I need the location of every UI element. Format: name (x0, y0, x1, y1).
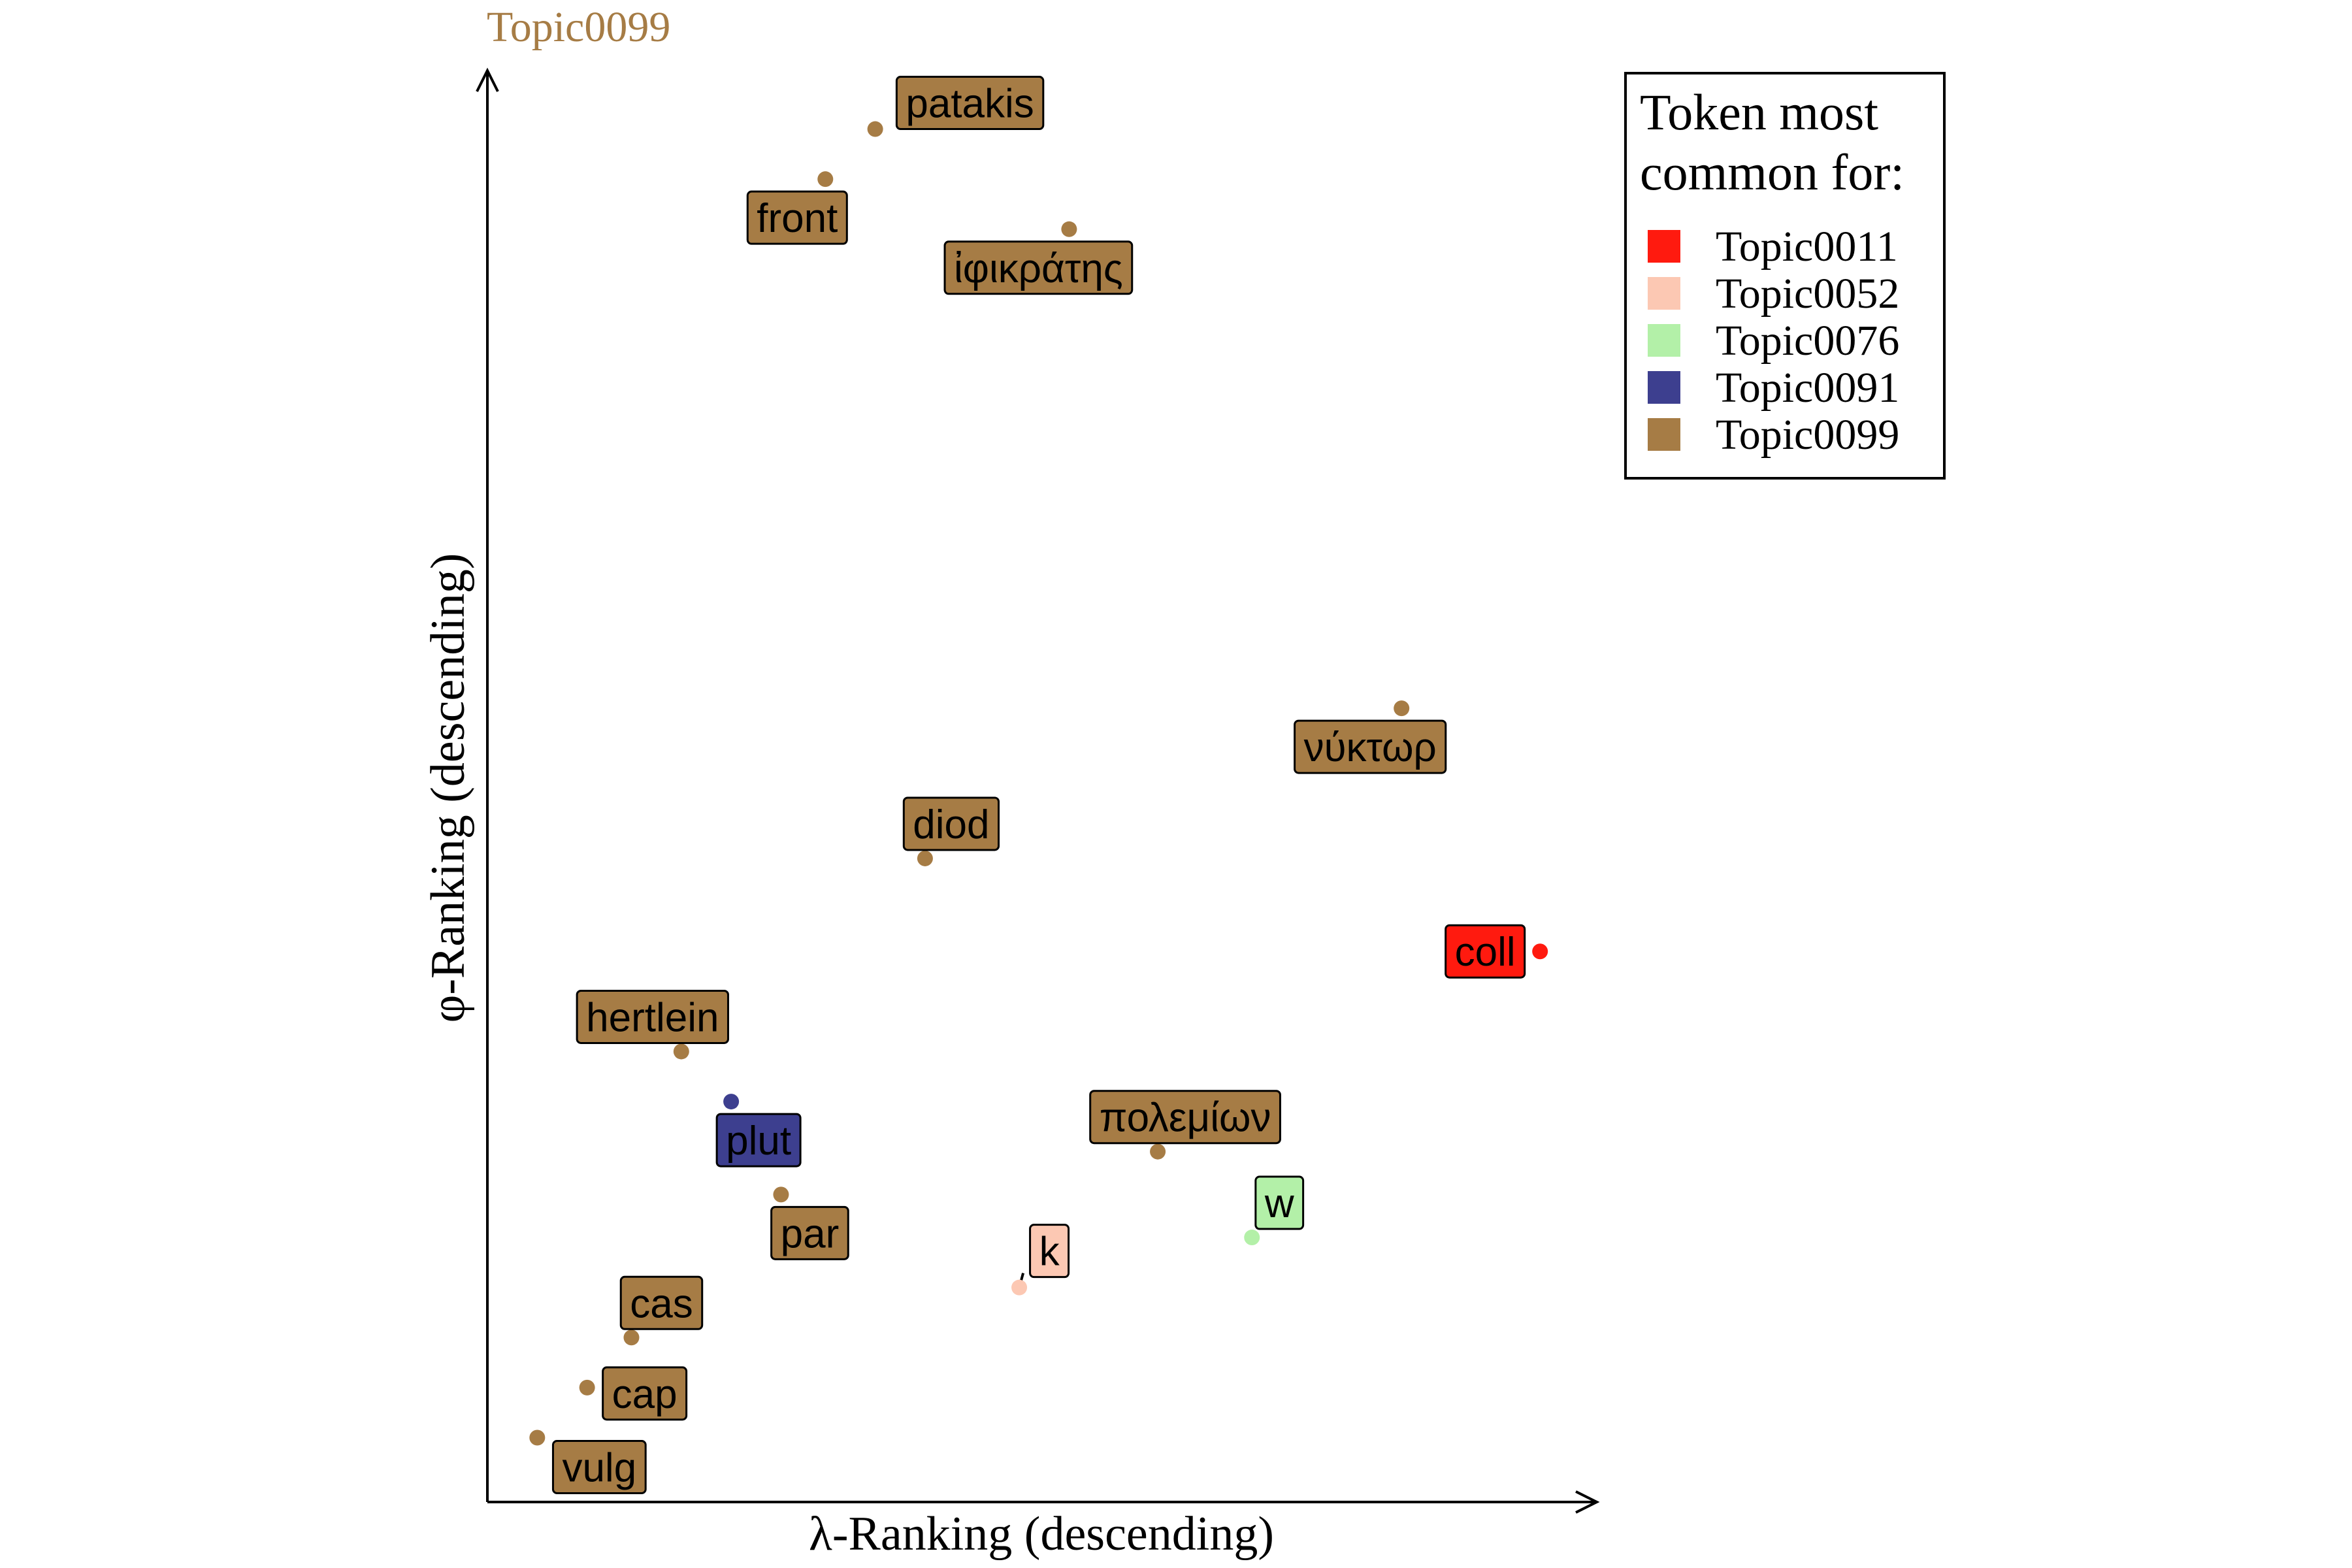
point-4-label: diod (913, 802, 989, 847)
legend-label-2: Topic0076 (1716, 317, 1899, 365)
point-3-label: νύκτωρ (1304, 725, 1437, 770)
point-8-label-box (1089, 1090, 1281, 1145)
point-3-marker (1394, 700, 1410, 717)
point-13-label-box (602, 1366, 688, 1421)
point-5-marker (1532, 943, 1548, 960)
legend-title-line-1: Token most (1640, 84, 1878, 140)
point-6-marker (673, 1043, 689, 1060)
legend-swatch-3 (1648, 371, 1680, 404)
legend-swatch-4 (1648, 418, 1680, 451)
legend: Token most common for: Topic0011Topic005… (1624, 72, 1946, 480)
point-4-label-box (902, 796, 1000, 851)
point-13-label: cap (612, 1372, 678, 1417)
y-axis-arrowhead (476, 67, 499, 92)
point-7-label-box (715, 1113, 802, 1168)
point-9-label-box (770, 1205, 849, 1260)
legend-box (1624, 72, 1946, 480)
point-7-marker (723, 1094, 740, 1110)
point-12-label-box (619, 1275, 704, 1330)
legend-title-line-2: common for: (1640, 144, 1904, 201)
point-6-label: hertlein (586, 995, 719, 1040)
point-1-label: front (757, 196, 838, 241)
y-axis-label: φ-Ranking (descending) (421, 553, 475, 1023)
point-10-marker (1244, 1230, 1260, 1246)
point-12-label: cas (630, 1281, 693, 1326)
point-8-label: πολεμίων (1100, 1096, 1271, 1141)
point-1-marker (817, 171, 834, 188)
point-11-label: k (1039, 1230, 1060, 1275)
point-10-label: w (1264, 1181, 1294, 1226)
point-5-label-box (1445, 924, 1526, 979)
point-5-label: coll (1455, 930, 1516, 975)
point-14-label-box (551, 1439, 647, 1494)
point-10-label-box (1254, 1175, 1305, 1230)
point-3-label-box (1294, 719, 1447, 774)
point-11-marker (1011, 1279, 1028, 1296)
legend-swatch-1 (1648, 277, 1680, 310)
legend-label-0: Topic0011 (1716, 223, 1898, 270)
point-7-label: plut (726, 1119, 791, 1164)
legend-swatch-2 (1648, 324, 1680, 357)
point-1-label-box (746, 190, 848, 245)
legend-label-1: Topic0052 (1716, 270, 1899, 318)
legend-label-4: Topic0099 (1716, 411, 1899, 459)
point-2-label: ἰφικράτης (954, 246, 1123, 291)
point-6-label-box (576, 989, 729, 1044)
point-8-marker (1150, 1143, 1166, 1160)
legend-swatch-0 (1648, 230, 1680, 263)
axes (476, 67, 1600, 1514)
legend-entries: Topic0011Topic0052Topic0076Topic0091Topi… (1648, 223, 1899, 459)
point-9-marker (773, 1186, 789, 1203)
point-9-label: par (781, 1211, 840, 1256)
point-2-marker (1061, 221, 1077, 237)
x-axis-label: λ-Ranking (descending) (809, 1507, 1274, 1561)
legend-label-3: Topic0091 (1716, 364, 1899, 412)
point-14-label: vulg (562, 1445, 636, 1490)
chart-title: Topic0099 (487, 3, 670, 51)
x-axis-arrowhead (1575, 1490, 1600, 1514)
point-0-label-box (895, 76, 1045, 131)
scatter-marks: patakis front ἰφικράτης νύκτωρ diod coll hertl… (529, 76, 1548, 1494)
point-0-marker (867, 121, 883, 137)
point-13-marker (579, 1379, 595, 1396)
point-4-marker (917, 850, 933, 866)
point-14-marker (529, 1429, 546, 1446)
point-12-marker (623, 1330, 640, 1346)
point-2-label-box (943, 240, 1134, 295)
point-0-label: patakis (906, 82, 1034, 127)
point-11-label-box (1029, 1224, 1070, 1279)
